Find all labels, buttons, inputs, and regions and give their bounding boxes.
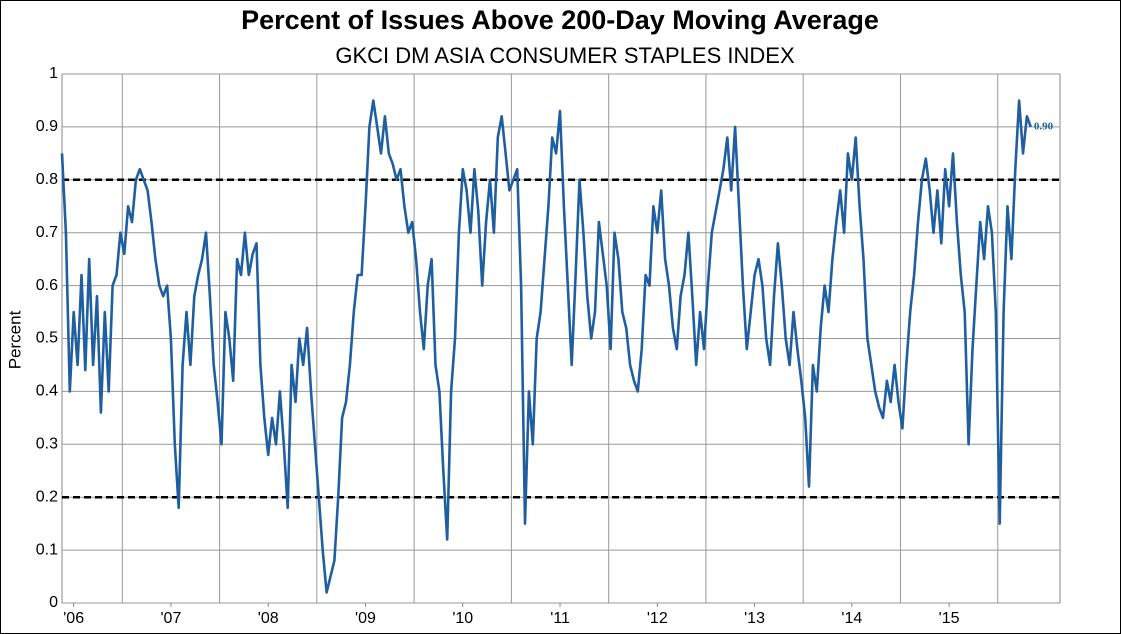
x-tick-label: '08 (258, 610, 279, 627)
y-tick-label: 0.3 (36, 436, 58, 453)
y-tick-label: 0.6 (36, 277, 58, 294)
y-tick-label: 1 (49, 65, 58, 82)
y-tick-label: 0.1 (36, 541, 58, 558)
x-tick-label: '11 (550, 610, 570, 627)
x-tick-label: '07 (161, 610, 182, 627)
y-tick-label: 0.7 (36, 224, 58, 241)
y-tick-label: 0 (49, 594, 58, 611)
y-tick-label: 0.8 (36, 171, 58, 188)
y-tick-label: 0.2 (36, 488, 58, 505)
x-tick-label: '12 (647, 610, 668, 627)
end-label: 0.90 (1034, 120, 1054, 132)
x-tick-label: '15 (939, 610, 960, 627)
x-tick-label: '09 (355, 610, 376, 627)
y-tick-label: 0.4 (36, 383, 58, 400)
x-tick-label: '10 (452, 610, 473, 627)
chart-title: Percent of Issues Above 200-Day Moving A… (241, 5, 879, 35)
x-tick-label: '13 (744, 610, 765, 627)
x-tick-label: '14 (841, 610, 862, 627)
chart-subtitle: GKCI DM ASIA CONSUMER STAPLES INDEX (335, 43, 795, 68)
y-tick-label: 0.9 (36, 118, 58, 135)
y-axis-label: Percent (5, 310, 24, 369)
y-tick-label: 0.5 (36, 330, 58, 347)
x-tick-label: '06 (63, 610, 84, 627)
series-line (60, 99, 1033, 594)
